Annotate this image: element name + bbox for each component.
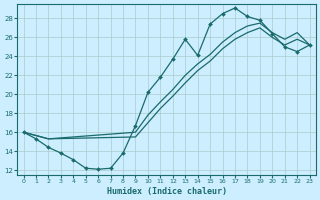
X-axis label: Humidex (Indice chaleur): Humidex (Indice chaleur)	[107, 187, 227, 196]
